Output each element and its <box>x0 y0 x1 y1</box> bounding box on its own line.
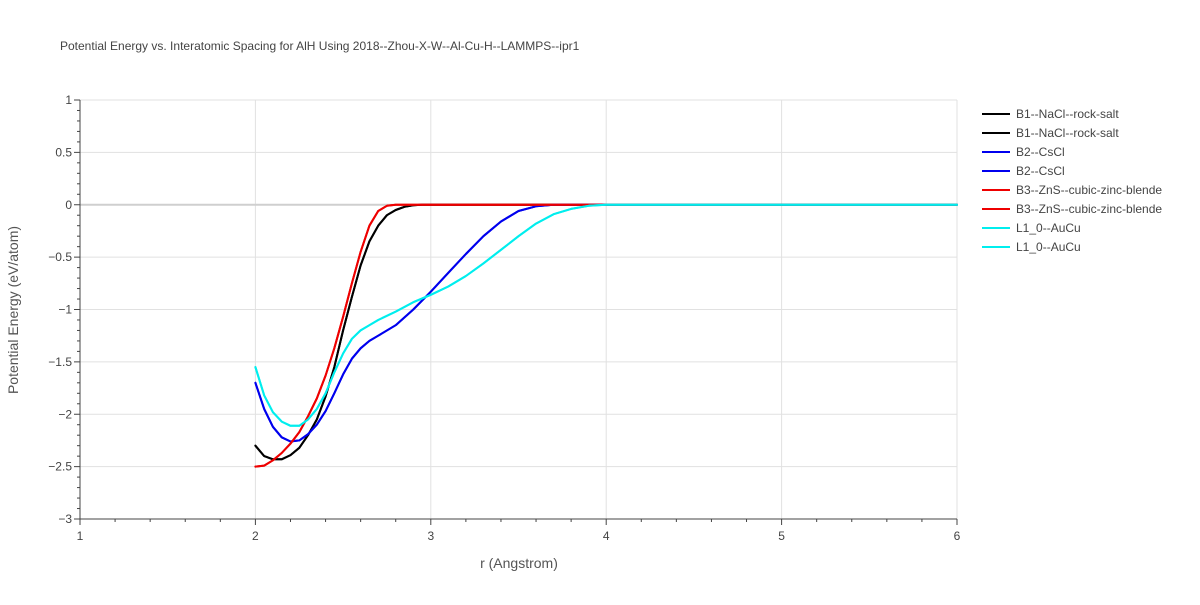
y-tick-label: −3 <box>58 512 72 526</box>
legend-label: L1_0--AuCu <box>1016 221 1081 235</box>
x-tick-label: 6 <box>954 529 961 543</box>
x-tick-label: 3 <box>427 529 434 543</box>
legend-label: B2--CsCl <box>1016 164 1065 178</box>
legend-item[interactable]: B2--CsCl <box>982 164 1065 178</box>
y-tick-label: −2.5 <box>48 460 72 474</box>
series-line-6 <box>254 203 958 468</box>
legend-label: B3--ZnS--cubic-zinc-blende <box>1016 202 1162 216</box>
axes: 1 2 3 4 5 6 1 0.5 0 −0.5 −1 −1.5 −2 −2.5 −3 <box>48 93 960 543</box>
legend-label: L1_0--AuCu <box>1016 240 1081 254</box>
y-tick-label: −0.5 <box>48 250 72 264</box>
legend-label: B1--NaCl--rock-salt <box>1016 107 1119 121</box>
legend-item[interactable]: L1_0--AuCu <box>982 221 1081 235</box>
series-line-8 <box>254 203 958 427</box>
x-tick-label: 2 <box>252 529 259 543</box>
legend-label: B1--NaCl--rock-salt <box>1016 126 1119 140</box>
x-tick-label: 5 <box>778 529 785 543</box>
series-lines <box>254 203 958 468</box>
legend-label: B2--CsCl <box>1016 145 1065 159</box>
y-tick-label: 1 <box>65 93 72 107</box>
legend-item[interactable]: L1_0--AuCu <box>982 240 1081 254</box>
y-tick-label: −1.5 <box>48 355 72 369</box>
y-tick-label: −1 <box>58 303 72 317</box>
legend-item[interactable]: B1--NaCl--rock-salt <box>982 107 1119 121</box>
chart-title: Potential Energy vs. Interatomic Spacing… <box>60 39 580 53</box>
y-tick-label: 0.5 <box>55 145 72 159</box>
y-tick-label: −2 <box>58 407 72 421</box>
x-tick-label: 1 <box>77 529 84 543</box>
grid <box>80 99 958 519</box>
x-tick-label: 4 <box>603 529 610 543</box>
y-axis-title: Potential Energy (eV/atom) <box>5 226 21 394</box>
legend-item[interactable]: B1--NaCl--rock-salt <box>982 126 1119 140</box>
legend-item[interactable]: B3--ZnS--cubic-zinc-blende <box>982 183 1162 197</box>
legend-item[interactable]: B2--CsCl <box>982 145 1065 159</box>
y-tick-label: 0 <box>65 198 72 212</box>
x-axis-title: r (Angstrom) <box>480 555 558 571</box>
legend[interactable]: B1--NaCl--rock-salt B1--NaCl--rock-salt B2… <box>982 107 1162 254</box>
legend-label: B3--ZnS--cubic-zinc-blende <box>1016 183 1162 197</box>
legend-item[interactable]: B3--ZnS--cubic-zinc-blende <box>982 202 1162 216</box>
